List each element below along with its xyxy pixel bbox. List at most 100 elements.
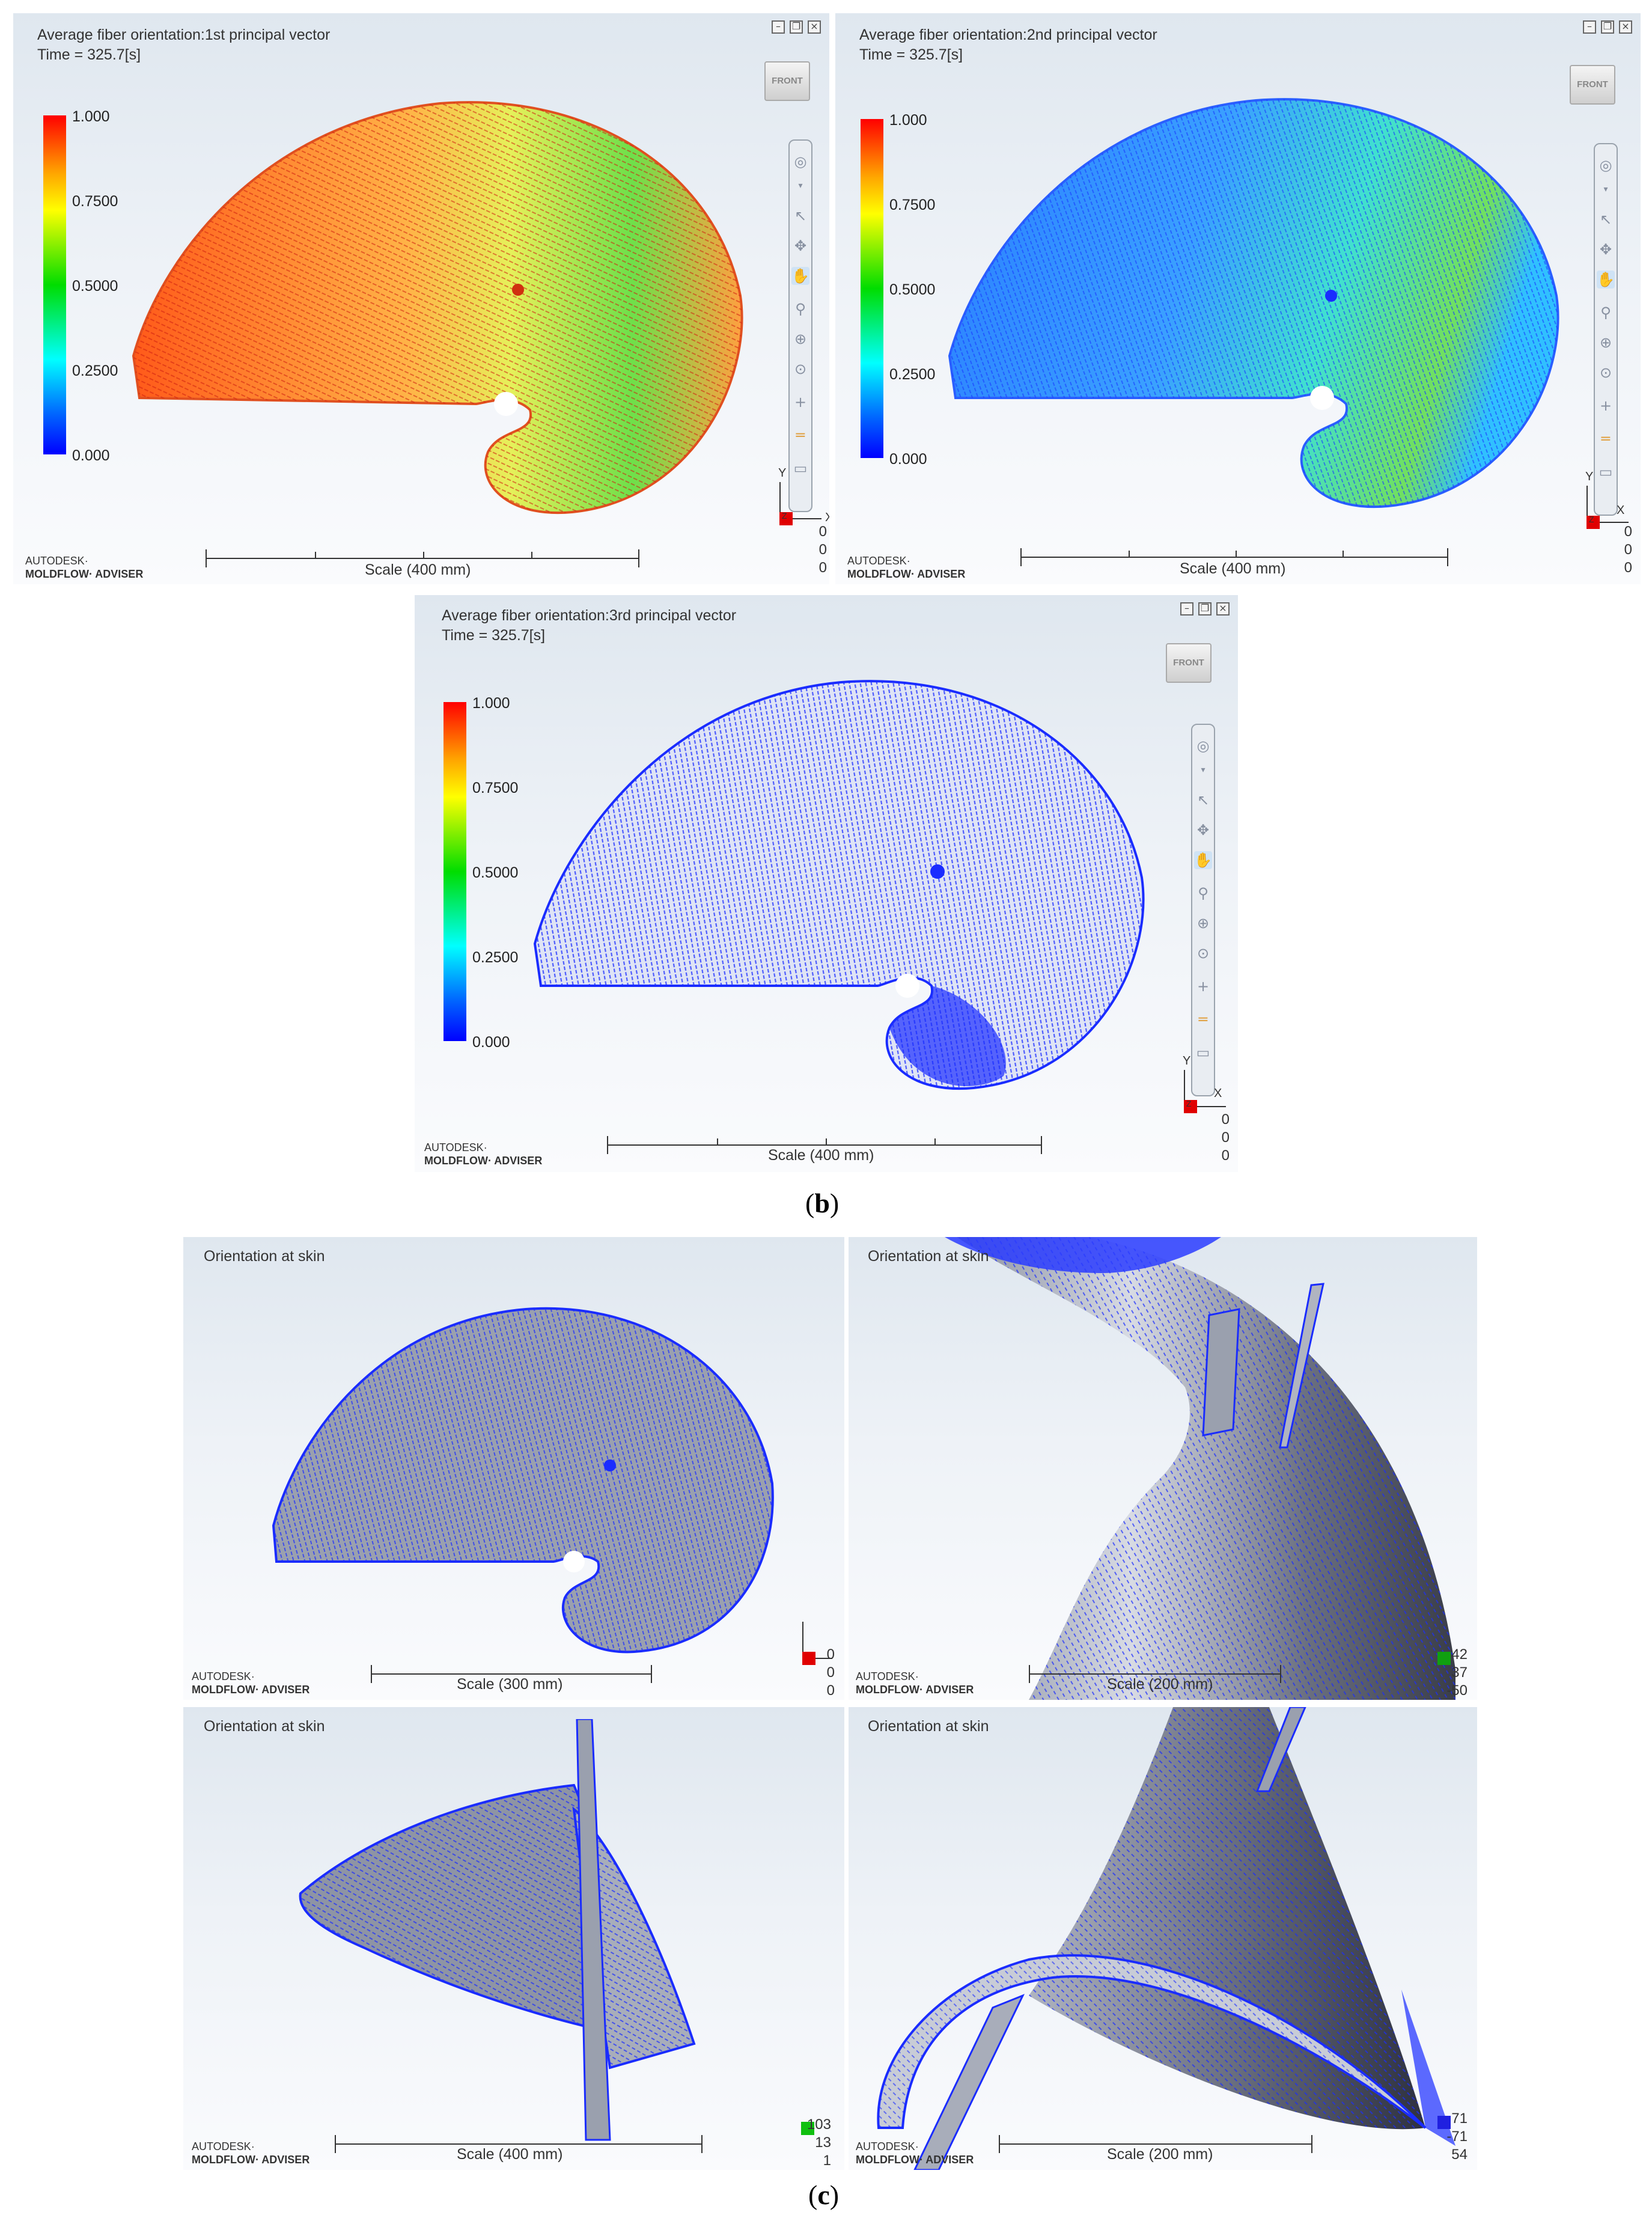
coordinate-readout: 0 0 0 bbox=[818, 524, 827, 576]
front-view-button[interactable]: FRONT bbox=[1166, 643, 1212, 683]
origin-marker-icon bbox=[779, 512, 793, 525]
center-icon[interactable]: + bbox=[794, 394, 807, 411]
legend-tick: 0.000 bbox=[72, 447, 110, 464]
zoom-icon[interactable]: ⚲ bbox=[1600, 304, 1611, 321]
section-plane-icon[interactable]: ═ bbox=[1198, 1011, 1208, 1028]
restore-icon[interactable]: ❐ bbox=[790, 20, 803, 34]
legend-tick: 0.2500 bbox=[472, 949, 519, 966]
dropdown-arrow-icon[interactable]: ▾ bbox=[798, 181, 803, 191]
pan-hand-icon[interactable]: ✋ bbox=[1194, 851, 1212, 869]
coordinate-readout: 42 37 -50 bbox=[1446, 1646, 1468, 1699]
axis-triad bbox=[1437, 1622, 1462, 1694]
camera-icon[interactable]: ▭ bbox=[793, 460, 808, 477]
origin-marker-icon bbox=[1437, 1652, 1451, 1665]
pan-hand-icon[interactable]: ✋ bbox=[791, 267, 809, 285]
coordinate-readout: 0 0 0 bbox=[1624, 524, 1632, 576]
window-controls: – ❐ × bbox=[772, 20, 821, 34]
window-controls: – ❐ × bbox=[1583, 20, 1632, 34]
front-view-button[interactable]: FRONT bbox=[764, 61, 810, 101]
legend-tick: 0.000 bbox=[472, 1034, 510, 1051]
scale-label: Scale (200 mm) bbox=[1107, 2146, 1213, 2163]
restore-icon[interactable]: ❐ bbox=[1601, 20, 1614, 34]
select-arrow-icon[interactable]: ↖ bbox=[1599, 211, 1612, 228]
viewport-skin-1[interactable]: Orientation at skin 0 0 0 AUTODESK· MOLD… bbox=[183, 1237, 844, 1700]
skin-orientation-plot-1 bbox=[272, 1307, 774, 1654]
viewport-skin-4[interactable]: Orientation at skin 71 -71 54 AUTODESK· … bbox=[849, 1707, 1477, 2170]
scale-label: Scale (400 mm) bbox=[457, 2146, 563, 2163]
select-arrow-icon[interactable]: ↖ bbox=[794, 207, 807, 224]
view-cube-icon[interactable]: ◎ bbox=[794, 153, 807, 170]
legend-tick: 0.7500 bbox=[472, 780, 519, 796]
coordinate-readout: 0 0 0 bbox=[826, 1646, 835, 1699]
viewport-title: Orientation at skin bbox=[868, 1248, 989, 1265]
orbit-icon[interactable]: ✥ bbox=[1196, 822, 1210, 839]
select-arrow-icon[interactable]: ↖ bbox=[1196, 792, 1210, 808]
viewport-1st-principal[interactable]: Average fiber orientation:1st principal … bbox=[13, 13, 829, 584]
front-view-button[interactable]: FRONT bbox=[1570, 65, 1615, 105]
dropdown-arrow-icon[interactable]: ▾ bbox=[1201, 765, 1205, 775]
zoom-fit-icon[interactable]: ⊙ bbox=[1196, 945, 1210, 962]
fiber-orientation-plot-2nd bbox=[948, 98, 1559, 509]
orbit-icon[interactable]: ✥ bbox=[794, 237, 807, 254]
view-cube-icon[interactable]: ◎ bbox=[1196, 738, 1210, 754]
restore-icon[interactable]: ❐ bbox=[1198, 602, 1212, 616]
zoom-window-icon[interactable]: ⊕ bbox=[794, 331, 807, 347]
legend-color-bar bbox=[43, 115, 66, 454]
minimize-icon[interactable]: – bbox=[1583, 20, 1596, 34]
zoom-icon[interactable]: ⚲ bbox=[795, 301, 806, 317]
brand-logo: AUTODESK· MOLDFLOW· ADVISER bbox=[25, 555, 144, 580]
result-time: Time = 325.7[s] bbox=[37, 46, 141, 63]
axis-label-x: X bbox=[1617, 504, 1625, 517]
pan-hand-icon[interactable]: ✋ bbox=[1597, 270, 1615, 289]
dropdown-arrow-icon[interactable]: ▾ bbox=[1603, 185, 1608, 194]
close-icon[interactable]: × bbox=[1619, 20, 1632, 34]
close-icon[interactable]: × bbox=[808, 20, 821, 34]
zoom-fit-icon[interactable]: ⊙ bbox=[794, 361, 807, 377]
viewport-title: Orientation at skin bbox=[204, 1718, 325, 1735]
axis-triad bbox=[801, 2092, 831, 2164]
close-icon[interactable]: × bbox=[1216, 602, 1230, 616]
orbit-icon[interactable]: ✥ bbox=[1599, 241, 1612, 258]
legend-tick: 0.2500 bbox=[889, 366, 936, 383]
origin-marker-icon bbox=[802, 1652, 815, 1665]
camera-icon[interactable]: ▭ bbox=[1196, 1044, 1210, 1061]
scale-label: Scale (300 mm) bbox=[457, 1676, 563, 1693]
viewport-title: Average fiber orientation:1st principal … bbox=[37, 25, 330, 65]
center-icon[interactable]: + bbox=[1196, 978, 1210, 995]
minimize-icon[interactable]: – bbox=[772, 20, 785, 34]
coordinate-readout: 71 -71 54 bbox=[1446, 2110, 1468, 2163]
zoom-icon[interactable]: ⚲ bbox=[1198, 885, 1209, 902]
scale-bar bbox=[999, 2135, 1312, 2153]
viewport-skin-3[interactable]: Orientation at skin 103 13 1 AUTODESK· M… bbox=[183, 1707, 844, 2170]
skin-orientation-plot-2 bbox=[945, 1237, 1455, 1700]
minimize-icon[interactable]: – bbox=[1180, 602, 1193, 616]
scale-bar bbox=[371, 1665, 652, 1683]
center-icon[interactable]: + bbox=[1599, 397, 1612, 414]
section-plane-icon[interactable]: ═ bbox=[1601, 430, 1611, 447]
viewport-title: Average fiber orientation:2nd principal … bbox=[859, 25, 1157, 65]
legend-tick: 1.000 bbox=[472, 695, 510, 712]
brand-logo: AUTODESK· MOLDFLOW· ADVISER bbox=[424, 1141, 543, 1167]
viewport-3rd-principal[interactable]: Average fiber orientation:3rd principal … bbox=[415, 595, 1238, 1172]
zoom-fit-icon[interactable]: ⊙ bbox=[1599, 364, 1612, 381]
viewport-2nd-principal[interactable]: Average fiber orientation:2nd principal … bbox=[835, 13, 1641, 584]
result-title: Average fiber orientation:3rd principal … bbox=[442, 607, 737, 624]
legend-tick: 0.000 bbox=[889, 451, 927, 468]
panel-label-b: (b) bbox=[805, 1188, 840, 1218]
view-cube-icon[interactable]: ◎ bbox=[1599, 157, 1612, 174]
legend-tick: 1.000 bbox=[889, 112, 927, 129]
zoom-window-icon[interactable]: ⊕ bbox=[1599, 334, 1612, 351]
scale-label: Scale (400 mm) bbox=[1180, 560, 1286, 577]
fiber-orientation-plot-3rd bbox=[533, 680, 1145, 1090]
window-controls: – ❐ × bbox=[1180, 602, 1230, 616]
zoom-window-icon[interactable]: ⊕ bbox=[1196, 915, 1210, 932]
camera-icon[interactable]: ▭ bbox=[1599, 463, 1613, 480]
section-plane-icon[interactable]: ═ bbox=[796, 427, 805, 444]
legend-tick: 0.5000 bbox=[889, 281, 936, 298]
navigation-toolbar: ◎ ▾ ↖ ✥ ✋ ⚲ ⊕ ⊙ + ═ ▭ bbox=[788, 139, 812, 512]
fiber-orientation-plot-1st bbox=[132, 101, 743, 515]
legend-tick: 0.7500 bbox=[72, 193, 118, 210]
viewport-skin-2[interactable]: Orientation at skin 42 37 -50 AUTODESK· … bbox=[849, 1237, 1477, 1700]
axis-label-z: Z bbox=[1589, 515, 1594, 524]
result-time: Time = 325.7[s] bbox=[442, 627, 546, 644]
